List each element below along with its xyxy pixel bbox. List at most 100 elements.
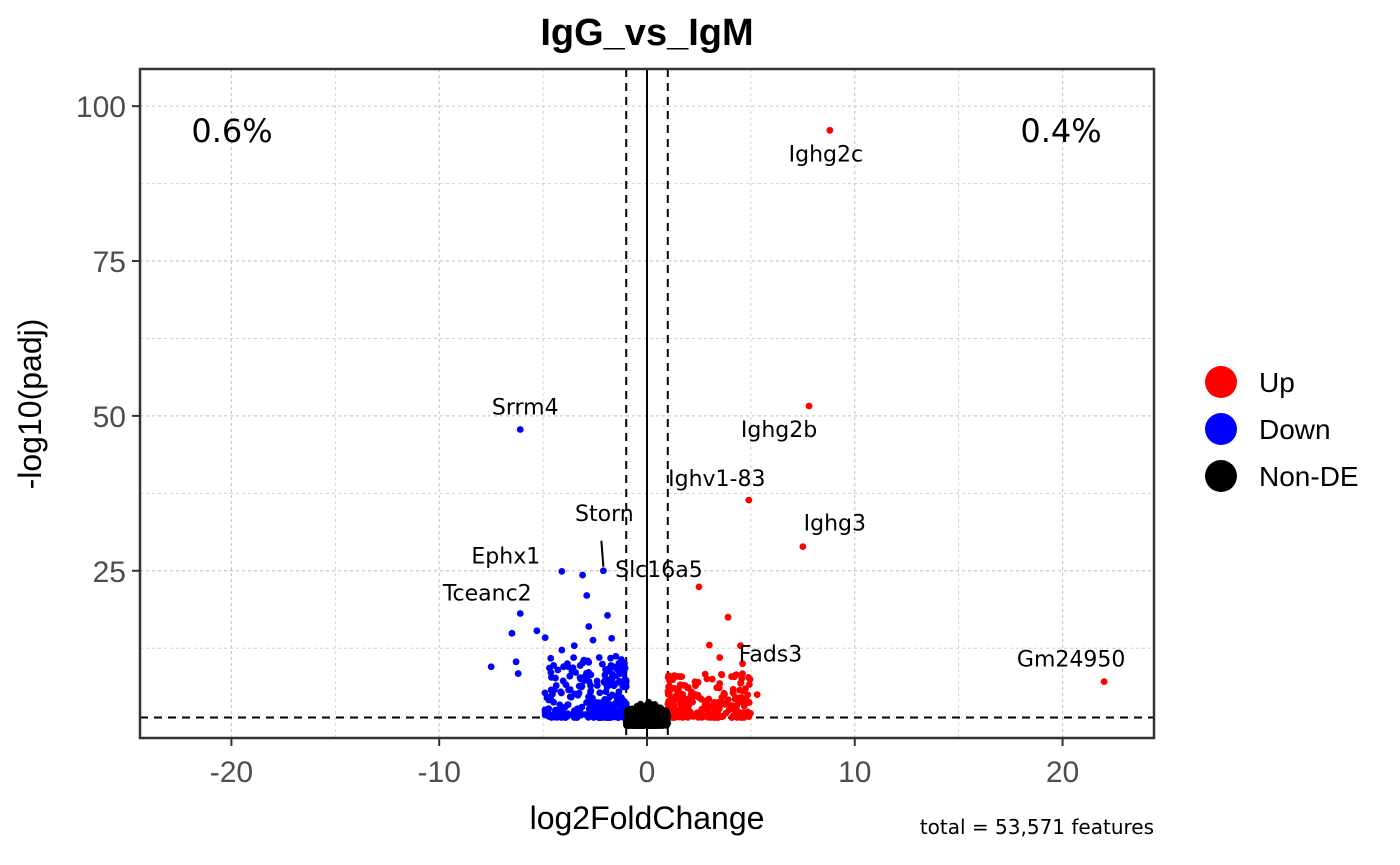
point-down — [541, 634, 549, 642]
legend-label: Down — [1259, 414, 1331, 445]
point-down — [608, 662, 616, 670]
gene-label: Ighg2b — [741, 418, 817, 443]
point-down — [558, 646, 566, 654]
total-features-caption: total = 53,571 features — [920, 815, 1154, 839]
point-down — [600, 678, 608, 686]
point-down — [533, 627, 541, 635]
point-down — [610, 682, 618, 690]
percent-up-label: 0.4% — [1020, 112, 1101, 150]
point-down — [615, 690, 622, 698]
point-up — [719, 712, 727, 720]
legend-key-down — [1205, 413, 1237, 445]
point-down — [583, 592, 591, 599]
point-fads3 — [737, 642, 744, 650]
point-up — [730, 673, 738, 681]
point-up — [676, 681, 684, 689]
point-down — [602, 688, 610, 696]
point-up — [705, 695, 713, 703]
point-up — [698, 705, 706, 713]
point-up — [731, 713, 739, 720]
point-down — [618, 704, 626, 711]
point-down — [602, 666, 610, 673]
point-down — [563, 660, 571, 668]
point-ighv1-83 — [745, 496, 753, 504]
point-up — [669, 676, 677, 684]
point-non-de — [641, 704, 649, 712]
legend-label: Non-DE — [1259, 461, 1359, 492]
point-non-de — [632, 711, 640, 719]
point-storn — [599, 567, 607, 575]
point-down — [589, 636, 597, 644]
reference-lines — [140, 69, 1154, 738]
point-down — [575, 689, 583, 697]
point-down — [607, 654, 614, 662]
point-down — [554, 666, 562, 674]
data-points — [487, 126, 1108, 730]
x-tick-label: 10 — [838, 756, 871, 789]
point-down — [573, 714, 581, 721]
point-non-de — [650, 706, 658, 713]
point-down — [514, 670, 522, 677]
point-up — [701, 670, 709, 678]
point-up — [744, 691, 752, 699]
point-down — [591, 707, 599, 715]
point-up — [695, 713, 703, 721]
point-down — [579, 571, 586, 579]
point-non-de — [663, 710, 671, 718]
point-non-de — [661, 719, 669, 726]
point-down — [578, 682, 586, 690]
point-down — [512, 658, 520, 666]
point-down — [585, 693, 592, 701]
point-up — [743, 712, 750, 720]
x-axis-title: log2FoldChange — [530, 800, 765, 836]
point-up — [672, 708, 680, 716]
point-down — [576, 662, 584, 669]
point-up — [704, 701, 712, 709]
point-up — [705, 641, 713, 649]
point-down — [595, 714, 603, 721]
x-tick-label: -10 — [418, 756, 461, 789]
point-down — [610, 706, 618, 713]
point-down — [583, 699, 590, 706]
y-tick-label: 75 — [93, 246, 126, 279]
legend-key-up — [1205, 366, 1237, 398]
point-up — [736, 698, 744, 706]
point-up — [665, 683, 673, 691]
point-down — [583, 674, 591, 681]
point-non-de — [655, 716, 663, 724]
point-down — [566, 693, 574, 701]
point-down — [564, 710, 572, 718]
legend: Up Down Non-DE — [1205, 366, 1359, 492]
point-down — [570, 642, 578, 650]
point-up — [722, 700, 730, 707]
point-up — [708, 675, 716, 683]
point-up — [692, 682, 699, 690]
point-up — [671, 685, 678, 692]
point-down — [585, 623, 593, 630]
y-axis-title: -log10(padj) — [12, 319, 48, 490]
point-down — [596, 699, 604, 707]
point-up — [716, 680, 724, 687]
point-non-de — [645, 698, 653, 706]
point-up — [716, 654, 724, 661]
point-down — [573, 705, 581, 713]
point-down — [572, 669, 580, 676]
point-up — [711, 707, 718, 715]
point-down — [556, 701, 564, 709]
point-down — [608, 634, 616, 642]
gene-label: Ephx1 — [471, 544, 540, 569]
gene-label: Storn — [575, 502, 634, 527]
point-down — [584, 713, 592, 721]
point-up — [665, 689, 672, 697]
gene-label: Slc16a5 — [615, 558, 703, 583]
point-up — [737, 679, 744, 687]
point-down — [615, 678, 623, 685]
y-tick-label: 25 — [93, 556, 126, 589]
legend-key-non-de — [1205, 460, 1237, 492]
point-srrm4 — [516, 426, 524, 433]
point-ighg2c — [826, 126, 834, 134]
y-tick-label: 100 — [76, 91, 126, 124]
point-up — [746, 675, 754, 683]
point-tceanc2 — [516, 610, 524, 617]
point-up — [742, 685, 749, 692]
